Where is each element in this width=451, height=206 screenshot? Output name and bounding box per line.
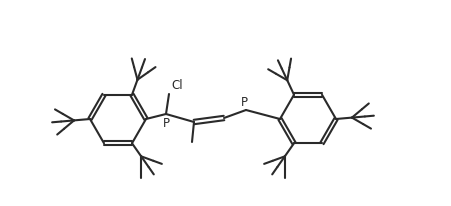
Text: P: P xyxy=(240,96,247,109)
Text: P: P xyxy=(162,116,169,129)
Text: Cl: Cl xyxy=(170,79,182,91)
